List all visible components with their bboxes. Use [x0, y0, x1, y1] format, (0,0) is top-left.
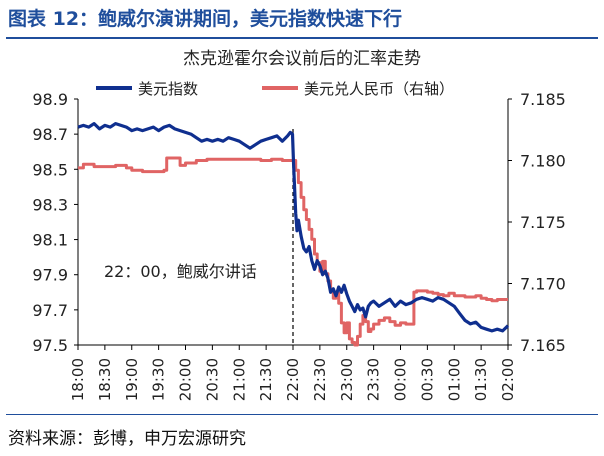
y-right-tick-label: 7.175: [520, 213, 566, 232]
x-tick-label: 01:00: [445, 358, 463, 401]
source-note: 资料来源：彭博，申万宏源研究: [8, 429, 246, 449]
figure-title: 图表 12：鲍威尔演讲期间，美元指数快速下行: [8, 8, 403, 30]
x-tick-label: 22:00: [284, 358, 302, 401]
legend-label-cny: 美元兑人民币（右轴）: [304, 80, 454, 98]
series-line-usd-index: [77, 121, 510, 333]
y-right-tick-label: 7.185: [520, 90, 566, 109]
chart-title: 杰克逊霍尔会议前后的汇率走势: [183, 49, 421, 69]
x-tick-label: 19:00: [123, 358, 141, 401]
x-tick-label: 00:30: [418, 358, 436, 401]
series-line-usdcny: [78, 156, 508, 347]
annotation-label: 22：00，鲍威尔讲话: [104, 262, 257, 281]
y-left-tick-label: 98.7: [32, 125, 68, 144]
legend: 美元指数 美元兑人民币（右轴）: [96, 80, 454, 98]
y-left-tick-label: 98.1: [32, 231, 68, 250]
x-tick-label: 18:00: [69, 358, 87, 401]
y-left-tick-label: 97.9: [32, 266, 68, 285]
chart-axes: 98.9 98.7 98.5 98.3 98.1 97.9 97.7 97.5 7.185 7.1…: [32, 90, 565, 401]
x-tick-label: 20:30: [203, 358, 221, 401]
y-left-tick-label: 97.7: [32, 301, 68, 320]
x-tick-label: 19:30: [150, 358, 168, 401]
y-right-tick-label: 7.165: [520, 336, 566, 355]
x-tick-label: 21:00: [230, 358, 248, 401]
legend-label-usd: 美元指数: [138, 80, 198, 98]
y-left-tick-label: 98.5: [32, 160, 68, 179]
x-tick-label: 23:00: [338, 358, 356, 401]
exchange-rate-chart: 杰克逊霍尔会议前后的汇率走势 美元指数 美元兑人民币（右轴） 98.998.79…: [32, 49, 565, 401]
x-tick-label: 23:30: [365, 358, 383, 401]
x-tick-label: 00:00: [392, 358, 410, 401]
y-left-tick-label: 98.3: [32, 195, 68, 214]
y-left-tick-label: 98.9: [32, 90, 68, 109]
footer-divider: [6, 414, 598, 415]
y-right-tick-label: 7.180: [520, 152, 566, 171]
y-left-tick-label: 97.5: [32, 336, 68, 355]
x-tick-label: 21:30: [257, 358, 275, 401]
x-tick-label: 18:30: [96, 358, 114, 401]
title-divider: [6, 37, 598, 39]
x-tick-label: 02:00: [499, 358, 517, 401]
x-tick-label: 01:30: [472, 358, 490, 401]
chart-series: [77, 121, 510, 347]
y-right-tick-label: 7.170: [520, 275, 566, 294]
x-tick-label: 22:30: [311, 358, 329, 401]
x-tick-label: 20:00: [177, 358, 195, 401]
